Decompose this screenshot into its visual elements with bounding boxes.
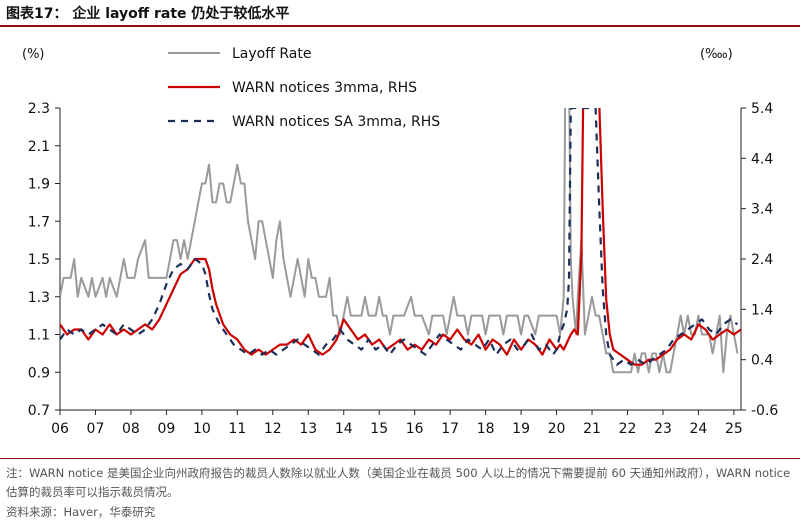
left-tick-label: 1.3 — [28, 290, 50, 306]
series-line-layoff-rate — [60, 108, 739, 374]
right-tick-label: 2.4 — [751, 252, 773, 268]
x-tick-label: 20 — [548, 421, 566, 437]
x-tick-label: 15 — [370, 421, 388, 437]
title-rule — [0, 25, 800, 27]
left-tick-label: 1.9 — [28, 177, 50, 193]
left-tick-label: 1.7 — [28, 214, 50, 230]
right-tick-label: 1.4 — [751, 302, 773, 318]
x-tick-label: 24 — [690, 421, 708, 437]
x-tick-label: 13 — [299, 421, 317, 437]
x-tick-label: 06 — [51, 421, 69, 437]
layoff-chart: (%) (‱) 2.3 2.1 1.9 1.7 1.5 1.3 1.1 0.9 0.7 5.4 4.… — [22, 46, 779, 437]
x-tick-label: 07 — [87, 421, 105, 437]
x-tick-label: 22 — [619, 421, 637, 437]
legend-label-warn: WARN notices 3mma, RHS — [232, 80, 417, 96]
series-group — [60, 108, 741, 374]
right-unit-label: (‱) — [700, 47, 733, 62]
axes-group: 2.3 2.1 1.9 1.7 1.5 1.3 1.1 0.9 0.7 5.4 4.4 3.4 2.4 1… — [28, 101, 779, 437]
chart-note: 注：WARN notice 是美国企业向州政府报告的裁员人数除以就业人数（美国企… — [6, 466, 791, 499]
x-tick-label: 12 — [264, 421, 282, 437]
legend-label-layoff: Layoff Rate — [232, 46, 311, 62]
footer-rule — [0, 458, 800, 459]
x-tick-label: 23 — [654, 421, 672, 437]
right-tick-label: 5.4 — [751, 101, 773, 117]
x-tick-label: 10 — [193, 421, 211, 437]
x-tick-label: 08 — [122, 421, 140, 437]
left-tick-label: 1.5 — [28, 252, 50, 268]
x-tick-label: 16 — [406, 421, 424, 437]
left-tick-label: 0.7 — [28, 403, 50, 419]
chart-source: 资料来源：Haver，华泰研究 — [6, 505, 156, 519]
x-tick-label: 18 — [477, 421, 495, 437]
legend-label-warn-sa: WARN notices SA 3mma, RHS — [232, 114, 440, 130]
x-tick-label: 11 — [228, 421, 246, 437]
left-tick-label: 2.1 — [28, 139, 50, 155]
right-tick-label: 3.4 — [751, 202, 773, 218]
legend: Layoff Rate WARN notices 3mma, RHS WARN … — [168, 46, 440, 130]
left-tick-label: 1.1 — [28, 328, 50, 344]
x-tick-label: 19 — [512, 421, 530, 437]
series-line-warn-3mma — [60, 108, 741, 366]
series-line-warn-sa-3mma — [60, 108, 739, 366]
left-tick-label: 0.9 — [28, 365, 50, 381]
figure-title: 图表17： 企业 layoff rate 仍处于较低水平 — [6, 6, 290, 22]
x-tick-label: 09 — [157, 421, 175, 437]
right-tick-label: 0.4 — [751, 353, 773, 369]
right-tick-label: -0.6 — [751, 403, 778, 419]
x-tick-label: 21 — [583, 421, 601, 437]
left-unit-label: (%) — [22, 47, 45, 62]
left-tick-label: 2.3 — [28, 101, 50, 117]
x-tick-label: 25 — [725, 421, 743, 437]
x-tick-label: 14 — [335, 421, 353, 437]
x-tick-label: 17 — [441, 421, 459, 437]
right-tick-label: 4.4 — [751, 151, 773, 167]
